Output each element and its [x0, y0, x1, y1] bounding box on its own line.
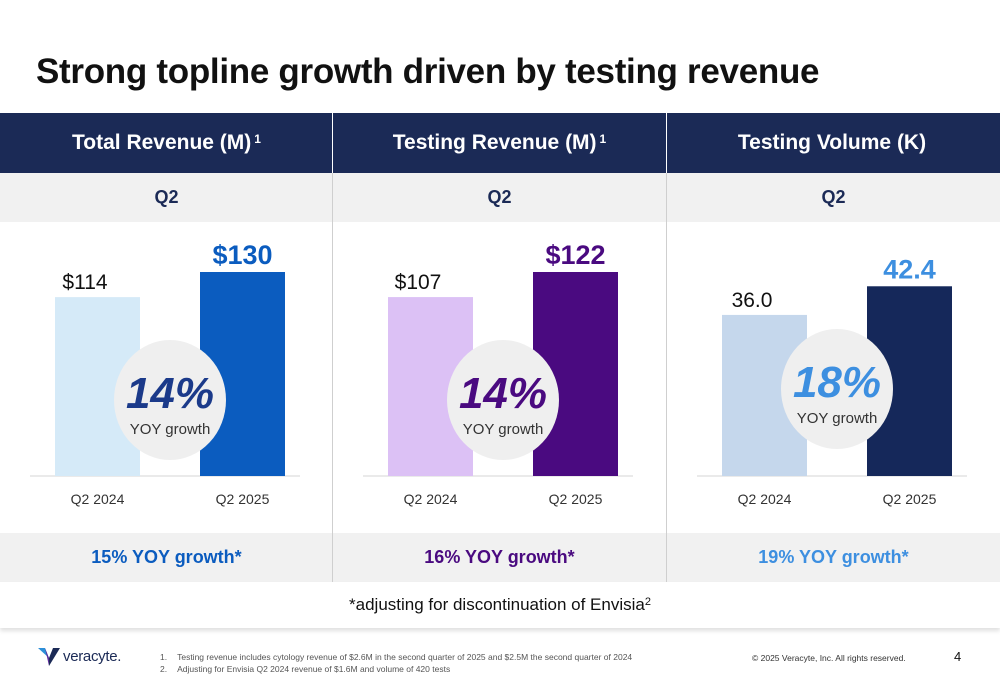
data-label: $114: [62, 271, 107, 294]
footnotes: 1. Testing revenue includes cytology rev…: [160, 651, 632, 675]
panel-divider: [332, 113, 333, 582]
growth-bubble: [114, 340, 226, 460]
veracyte-mark-icon: [38, 648, 60, 666]
data-label: $130: [212, 240, 272, 270]
panel-header-total-revenue: Total Revenue (M) 1: [0, 113, 333, 173]
growth-label: YOY growth: [797, 410, 878, 427]
footnote-band: [0, 582, 1000, 628]
adjusted-yoy-growth: 15% YOY growth*: [91, 547, 242, 567]
growth-percent: 14%: [459, 369, 547, 418]
data-label: $107: [395, 271, 442, 294]
footnote-text: Adjusting for Envisia Q2 2024 revenue of…: [177, 664, 451, 674]
x-tick-label: Q2 2024: [71, 491, 125, 507]
footnote-number: 1.: [160, 652, 168, 662]
growth-bubble: [781, 329, 893, 449]
adjusted-yoy-growth: 19% YOY growth*: [758, 547, 909, 567]
footnote-text: *adjusting for discontinuation of Envisi…: [349, 595, 645, 614]
data-label: 42.4: [883, 254, 936, 284]
logo-wordmark: veracyte.: [63, 647, 122, 665]
data-label: 36.0: [732, 289, 773, 312]
adjustment-footnote: *adjusting for discontinuation of Envisi…: [0, 582, 1000, 628]
x-tick-label: Q2 2025: [883, 491, 937, 507]
growth-label: YOY growth: [130, 421, 211, 438]
period-label: Q2: [487, 187, 512, 207]
period-label: Q2: [821, 187, 846, 207]
x-tick-label: Q2 2024: [738, 491, 792, 507]
header-band: [0, 113, 1000, 173]
x-tick-label: Q2 2024: [404, 491, 458, 507]
growth-label: YOY growth: [463, 421, 544, 438]
panel-header-text: Testing Volume (K): [737, 131, 927, 154]
x-tick-label: Q2 2025: [216, 491, 270, 507]
header-divider: [332, 113, 333, 173]
header-divider: [666, 113, 667, 173]
footnote-text: Testing revenue includes cytology revenu…: [177, 652, 633, 662]
copyright: © 2025 Veracyte, Inc. All rights reserve…: [752, 653, 906, 663]
page-title: Strong topline growth driven by testing …: [36, 52, 820, 91]
testing-revenue-chart: $107 Q2 2024 $122 Q2 2025 14% YOY growth: [363, 240, 633, 507]
footnote-item: 1. Testing revenue includes cytology rev…: [160, 651, 632, 663]
footnote-ref: 1: [254, 132, 261, 146]
panel-header-testing-revenue: Testing Revenue (M) 1: [333, 113, 666, 173]
growth-bubble: [447, 340, 559, 460]
footnote-ref: 1: [599, 132, 607, 146]
yoy-band: [0, 533, 1000, 582]
veracyte-logo: veracyte.: [38, 646, 121, 666]
period-label: Q2: [154, 187, 179, 207]
footnote-number: 2.: [160, 664, 168, 674]
x-tick-label: Q2 2025: [549, 491, 603, 507]
page-number: 4: [954, 649, 962, 664]
panel-header-text: Testing Revenue (M): [392, 131, 597, 154]
data-label: $122: [545, 240, 605, 270]
total-revenue-chart: $114 Q2 2024 $130 Q2 2025 14% YOY growth: [30, 240, 300, 507]
panel-header-text: Total Revenue (M): [72, 131, 252, 154]
panel-divider: [666, 113, 667, 582]
footnote-ref: 2: [644, 596, 651, 608]
growth-percent: 14%: [126, 369, 214, 418]
footnote-item: 2. Adjusting for Envisia Q2 2024 revenue…: [160, 663, 632, 675]
adjusted-yoy-growth: 16% YOY growth*: [424, 547, 575, 567]
testing-volume-chart: 36.0 Q2 2024 42.4 Q2 2025 18% YOY growth: [697, 254, 967, 507]
growth-percent: 18%: [793, 358, 881, 407]
period-band: [0, 173, 1000, 222]
panel-header-testing-volume: Testing Volume (K): [667, 113, 1000, 173]
